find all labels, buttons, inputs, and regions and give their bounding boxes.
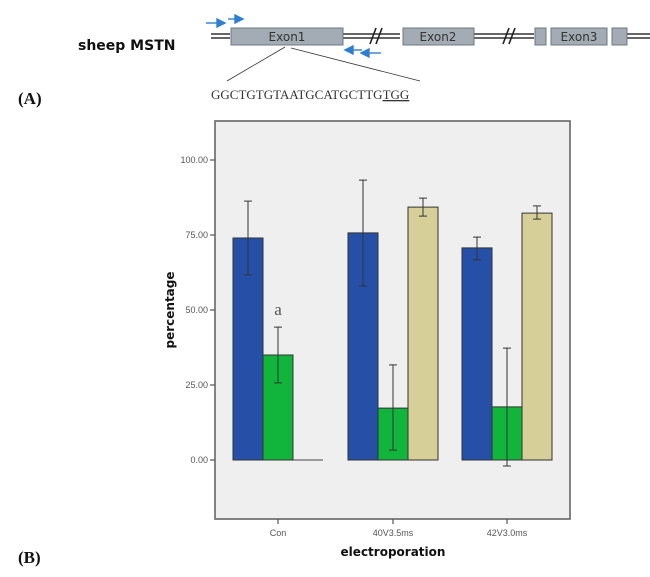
arrow-right-icon [216, 17, 227, 29]
break-marks [369, 27, 516, 45]
exon3-label: Exon3 [561, 30, 598, 44]
x-tick-label: Con [270, 528, 287, 538]
panel-a-label: (A) [18, 89, 42, 108]
exon1-label: Exon1 [269, 30, 306, 44]
error-bar [274, 326, 282, 384]
error-bar [533, 205, 541, 220]
exon3-fragment-left [534, 27, 547, 46]
sgrna-sequence: GGCTGTGTAATGCATGCTTGTGG [211, 87, 409, 102]
y-tick-label: 100.00 [180, 155, 208, 165]
error-bars [244, 179, 541, 467]
error-bar [359, 179, 367, 287]
pam-sequence: TGG [383, 87, 410, 102]
bar-series-1-42V3.0ms [461, 247, 493, 461]
x-axis: Con 40V3.5ms 42V3.0ms [270, 519, 528, 538]
reverse-primer-arrows [343, 44, 381, 59]
exon3-fragment-right [611, 27, 628, 46]
y-axis: 0.00 25.00 50.00 75.00 100.00 [180, 155, 215, 465]
exon3-box [550, 27, 608, 46]
y-axis-label: percentage [163, 271, 177, 348]
gene-diagram: sheep MSTN (A) Exon1 Exon2 Exon3 [18, 13, 650, 108]
exon1-box [230, 27, 344, 46]
x-tick-label: 42V3.0ms [487, 528, 528, 538]
y-tick-label: 50.00 [185, 305, 208, 315]
significance-annotation: a [274, 300, 282, 319]
bar-series-3-40V3.5ms [407, 206, 439, 461]
y-tick-label: 25.00 [185, 380, 208, 390]
zoom-line-left [226, 46, 286, 82]
bar-chart: 0.00 25.00 50.00 75.00 100.00 Con 40V3.5ms 42V… [163, 120, 571, 559]
exon2-box [402, 27, 475, 46]
arrow-left-icon [343, 44, 354, 56]
y-tick-label: 75.00 [185, 230, 208, 240]
exon2-label: Exon2 [420, 30, 457, 44]
y-tick-label: 0.00 [190, 455, 208, 465]
arrow-right-icon [234, 13, 245, 25]
sgrna-target: GGCTGTGTAATGCATGCTTG [211, 87, 383, 102]
error-bar [473, 236, 481, 261]
bar-series-3-42V3.0ms [521, 212, 553, 461]
gene-label: sheep MSTN [78, 38, 175, 54]
x-tick-label: 40V3.5ms [373, 528, 414, 538]
x-axis-label: electroporation [341, 545, 446, 559]
error-bar [244, 200, 252, 276]
forward-primer-arrows [206, 13, 245, 29]
bar-series-1-Con [232, 237, 264, 461]
arrow-left-icon [359, 47, 370, 59]
zoom-line-right [290, 47, 421, 82]
error-bar [389, 364, 397, 451]
panel-b-label: (B) [18, 548, 41, 567]
intron-lines [211, 33, 650, 39]
error-bar [419, 197, 427, 217]
error-bar [503, 347, 511, 467]
